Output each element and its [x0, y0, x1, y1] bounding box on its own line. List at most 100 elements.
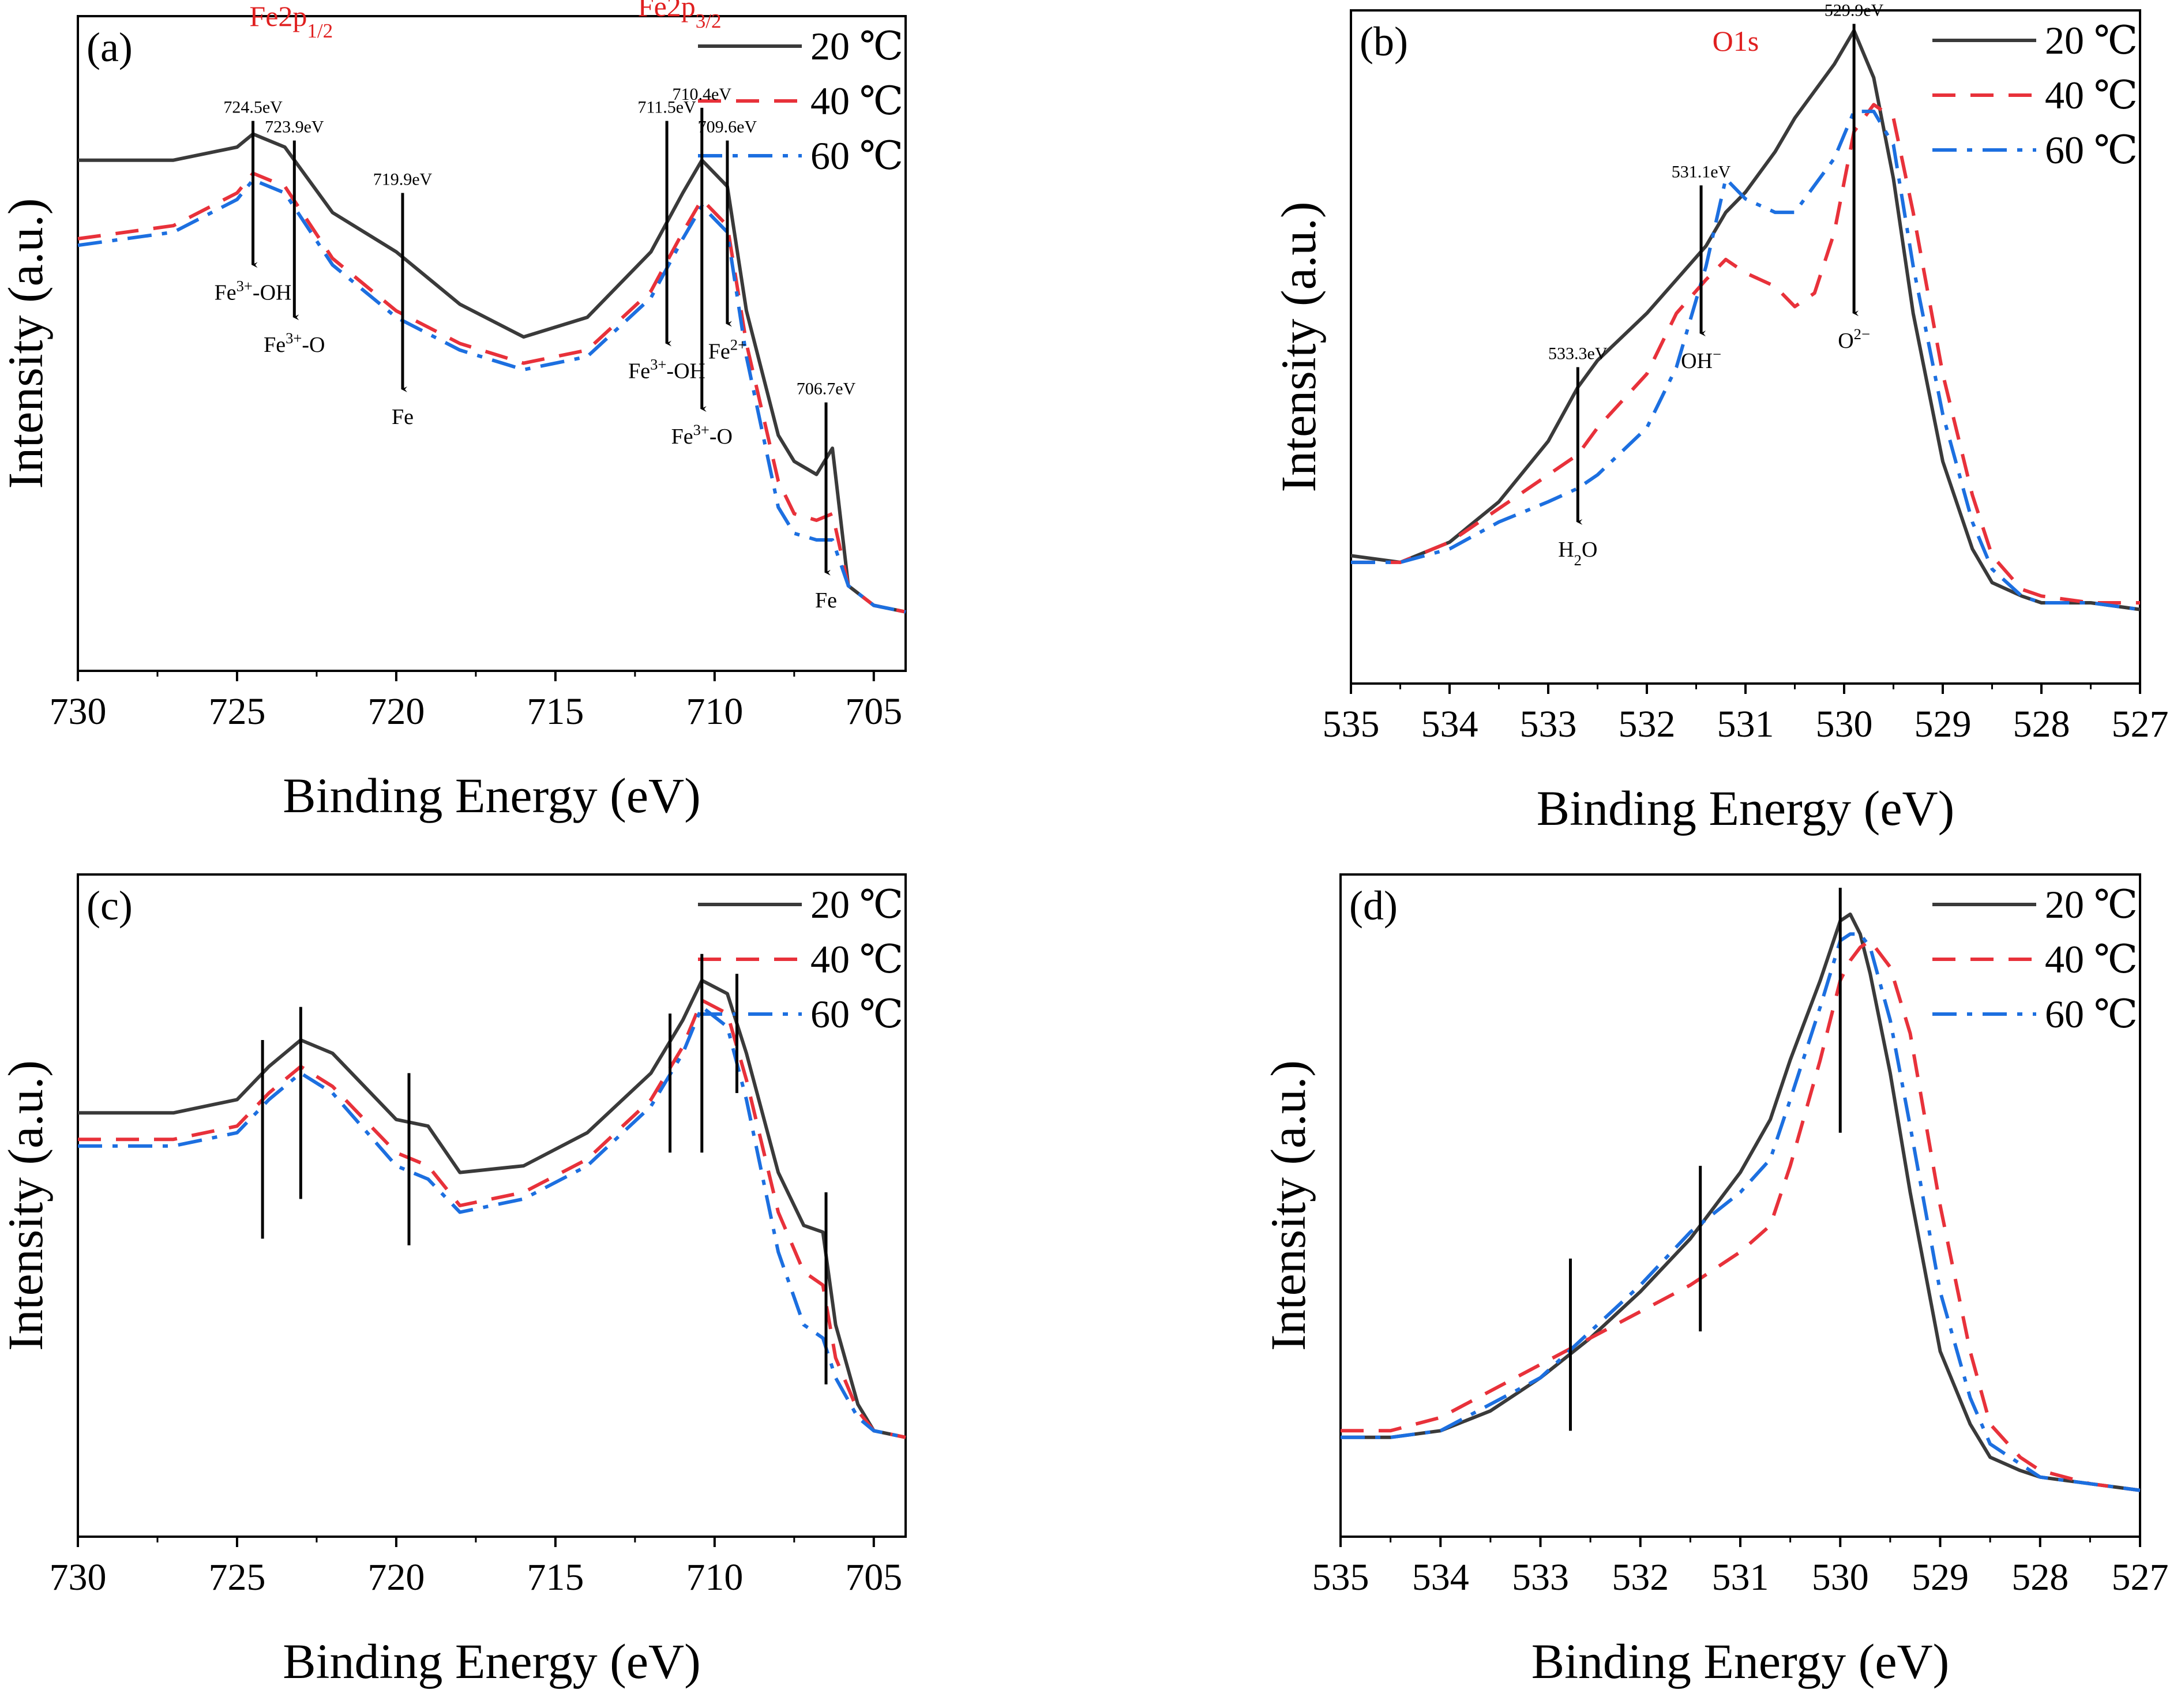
- legend: 20 ℃ 40 ℃ 60 ℃: [698, 24, 903, 178]
- panel-b: 535 534 533 532 531 530 529 528 527 Binding Energ…: [1271, 1, 2169, 836]
- peak-species-label: Fe3+-OH: [628, 356, 705, 384]
- legend: 20 ℃ 40 ℃ 60 ℃: [1932, 18, 2138, 172]
- legend-label-2: 40 ℃: [810, 79, 903, 123]
- x-tick-label: 527: [2112, 703, 2169, 745]
- x-axis-title: Binding Energy (eV): [283, 768, 701, 823]
- series-line-2: [78, 998, 906, 1439]
- y-axis-title: Intensity (a.u.): [0, 198, 53, 489]
- legend-label-2: 40 ℃: [810, 937, 903, 981]
- panel-letter: (c): [87, 883, 133, 929]
- panel-a: 730 725 720 715 710 705 Binding Energy (eV) Int…: [0, 0, 907, 823]
- panel-c: 730 725 720 715 710 705 Binding Energy (eV) Int…: [0, 873, 907, 1689]
- peak-energy-label: 724.5eV: [223, 98, 283, 117]
- x-axis-title: Binding Energy (eV): [1537, 780, 1955, 836]
- legend-label-1: 20 ℃: [810, 24, 903, 68]
- x-tick-label: 532: [1619, 703, 1676, 745]
- x-axis-title: Binding Energy (eV): [283, 1634, 701, 1689]
- panel-d: 535 534 533 532 531 530 529 528 527 Binding Energ…: [1260, 873, 2169, 1689]
- panel-letter: (a): [87, 24, 133, 70]
- x-tick-label: 725: [208, 1556, 265, 1598]
- x-tick-label: 715: [527, 690, 584, 733]
- series-line-2: [1341, 939, 2141, 1492]
- legend-label-1: 20 ℃: [2045, 18, 2138, 62]
- legend-label-2: 40 ℃: [2045, 937, 2138, 981]
- x-tick-label: 531: [1712, 1556, 1769, 1598]
- legend-label-3: 60 ℃: [810, 992, 903, 1036]
- peak-species-label: Fe3+-O: [264, 329, 325, 357]
- x-axis-title: Binding Energy (eV): [1531, 1634, 1950, 1689]
- series-line-3: [77, 178, 906, 614]
- x-tick-label: 529: [1912, 1556, 1969, 1598]
- peak-energy-label: 711.5eV: [637, 98, 696, 117]
- x-tick-label: 530: [1816, 703, 1873, 745]
- x-tick-label: 725: [208, 690, 265, 733]
- x-tick-label: 720: [367, 690, 425, 733]
- x-tick-label: 528: [2013, 703, 2070, 745]
- peak-species-label: O2−: [1838, 325, 1870, 353]
- x-tick-label: 730: [50, 690, 107, 733]
- x-tick-label: 533: [1520, 703, 1577, 745]
- x-tick-label: 530: [1812, 1556, 1869, 1598]
- plot-frame: [77, 873, 907, 1538]
- x-tick-label: 533: [1512, 1556, 1569, 1598]
- peak-species-label: OH−: [1681, 346, 1721, 373]
- peak-species-label: Fe2+: [708, 336, 746, 363]
- x-tick-label: 527: [2112, 1556, 2169, 1598]
- legend: 20 ℃ 40 ℃ 60 ℃: [698, 883, 903, 1036]
- series-line-3: [1351, 110, 2141, 611]
- peak-energy-label: 723.9eV: [265, 118, 324, 137]
- x-tick-label: 535: [1312, 1556, 1369, 1598]
- series-line-2: [77, 171, 906, 614]
- region-title: Fe2p1/2: [249, 0, 333, 42]
- legend: 20 ℃ 40 ℃ 60 ℃: [1932, 883, 2138, 1036]
- plot-frame: [77, 15, 907, 672]
- legend-label-1: 20 ℃: [2045, 883, 2138, 926]
- x-tick-label: 532: [1612, 1556, 1669, 1598]
- y-axis-title: Intensity (a.u.): [0, 1060, 53, 1351]
- legend-label-2: 40 ℃: [2045, 73, 2138, 117]
- peak-energy-label: 719.9eV: [373, 170, 433, 189]
- x-tick-label: 730: [50, 1556, 107, 1598]
- plot-frame: [1350, 9, 2141, 685]
- x-tick-label: 710: [686, 1556, 743, 1598]
- x-tick-label: 528: [2011, 1556, 2069, 1598]
- x-tick-label: 535: [1323, 703, 1380, 745]
- x-tick-label: 531: [1717, 703, 1774, 745]
- panel-letter: (d): [1349, 883, 1398, 929]
- region-title: O1s: [1713, 25, 1759, 57]
- legend-label-3: 60 ℃: [2045, 128, 2138, 172]
- x-tick-label: 705: [845, 690, 902, 733]
- peak-energy-label: 533.3eV: [1548, 344, 1608, 363]
- panel-letter: (b): [1360, 18, 1408, 65]
- legend-label-3: 60 ℃: [2045, 992, 2138, 1036]
- peak-species-label: Fe3+-O: [671, 421, 733, 449]
- x-tick-label: 534: [1421, 703, 1478, 745]
- peak-species-label: Fe: [392, 405, 414, 429]
- x-tick-label: 710: [686, 690, 743, 733]
- peak-species-label: Fe: [815, 588, 837, 613]
- y-axis-title: Intensity (a.u.): [1271, 202, 1326, 493]
- series-line-2: [1351, 103, 2140, 605]
- plot-frame: [1339, 873, 2141, 1538]
- region-title: Fe2p3/2: [638, 0, 722, 32]
- series-line-1: [78, 132, 906, 614]
- x-tick-label: 529: [1915, 703, 1972, 745]
- series-line-1: [78, 978, 906, 1439]
- x-tick-label: 720: [367, 1556, 425, 1598]
- peak-species-label: Fe3+-OH: [215, 277, 292, 305]
- series-line-1: [1341, 912, 2141, 1492]
- x-tick-label: 715: [527, 1556, 584, 1598]
- peak-energy-label: 709.6eV: [698, 118, 757, 137]
- peak-species-label: H2O: [1558, 538, 1597, 569]
- peak-energy-label: 531.1eV: [1672, 162, 1731, 181]
- series-line-1: [1350, 29, 2141, 611]
- y-axis-title: Intensity (a.u.): [1260, 1060, 1316, 1351]
- legend-label-3: 60 ℃: [810, 134, 903, 178]
- x-tick-label: 705: [845, 1556, 902, 1598]
- peak-energy-label: 529.9eV: [1825, 1, 1884, 20]
- legend-label-1: 20 ℃: [810, 883, 903, 926]
- x-tick-label: 534: [1412, 1556, 1469, 1598]
- peak-energy-label: 706.7eV: [797, 380, 856, 399]
- peak-energy-label: 710.4eV: [673, 85, 732, 104]
